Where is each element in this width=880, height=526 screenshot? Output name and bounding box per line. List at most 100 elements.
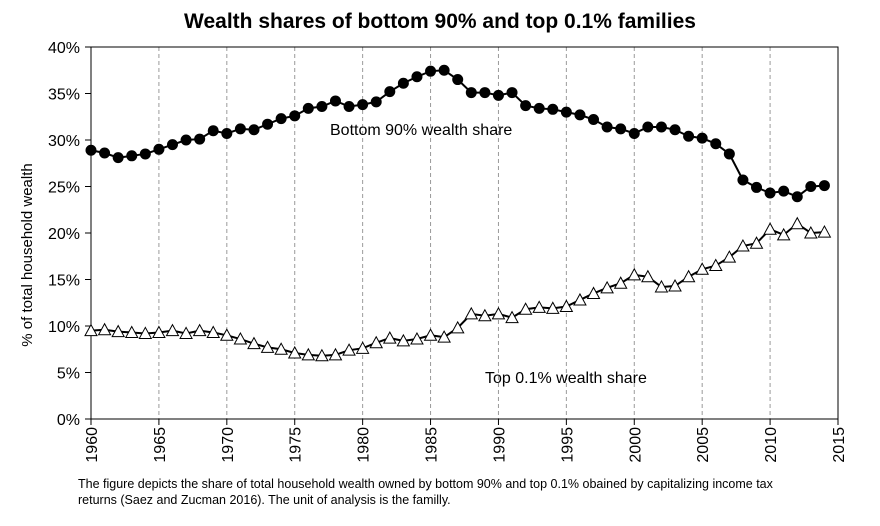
data-point-circle [248,124,260,136]
data-point-circle [479,87,491,99]
data-point-circle [723,148,735,160]
x-tick-label: 1990 [491,427,508,463]
series-bottom90 [85,64,830,203]
data-point-triangle [545,301,560,314]
data-point-triangle [749,236,764,249]
data-point-triangle [287,345,302,359]
data-point-triangle [165,323,180,337]
data-point-circle [642,121,654,133]
series [84,64,832,362]
data-point-circle [207,125,219,137]
annotation-bottom90: Bottom 90% wealth share [330,122,512,139]
x-tick-label: 1965 [152,427,169,463]
data-point-triangle [573,292,587,306]
x-tick-label: 2015 [831,427,848,463]
data-point-triangle [450,320,465,334]
data-point-circle [166,139,178,151]
data-point-triangle [206,325,221,339]
data-point-circle [275,113,287,125]
data-point-triangle [817,225,832,238]
data-point-triangle [464,306,479,320]
data-point-circle [737,174,749,186]
data-point-circle [574,109,586,121]
data-point-triangle [708,258,723,272]
data-point-triangle [423,328,438,341]
data-point-triangle [342,343,356,356]
data-point-triangle [274,342,288,355]
data-point-circle [384,86,396,98]
data-point-triangle [600,280,614,294]
data-point-triangle [124,325,139,339]
data-point-triangle [518,302,533,315]
x-tick-label: 1960 [84,427,101,463]
data-point-triangle [111,324,126,338]
data-point-circle [139,148,151,160]
data-point-triangle [722,250,737,263]
axes [85,46,839,425]
data-point-circle [669,124,681,136]
data-point-circle [357,99,369,111]
data-point-circle [655,121,667,133]
figure-caption: The figure depicts the share of total ho… [78,477,773,507]
data-point-circle [506,87,518,99]
data-point-triangle [668,278,682,292]
data-point-triangle [641,269,655,283]
data-point-circle [194,133,206,145]
plot-frame [90,46,839,420]
y-tick-label: 25% [48,180,80,197]
data-point-triangle [84,323,98,337]
data-point-circle [751,181,763,193]
data-point-circle [465,87,477,99]
data-point-circle [615,123,627,135]
data-point-circle [547,103,559,115]
data-point-triangle [192,323,207,337]
data-point-circle [778,185,790,197]
data-point-triangle [736,238,750,252]
data-point-circle [764,187,776,199]
data-point-triangle [247,336,261,350]
data-point-triangle [152,325,166,339]
data-point-circle [262,118,274,130]
data-point-triangle [355,341,370,354]
data-point-circle [520,100,532,112]
data-point-circle [411,71,423,83]
data-point-circle [818,180,830,192]
x-tick-label: 2000 [627,427,644,463]
data-point-circle [425,65,437,77]
data-point-triangle [695,262,710,275]
data-point-triangle [410,331,424,345]
data-point-triangle [382,331,397,344]
data-point-triangle [478,308,492,322]
data-point-circle [452,74,464,86]
data-point-circle [343,101,355,113]
data-point-triangle [328,347,343,361]
data-point-circle [221,127,233,139]
data-point-circle [791,191,803,203]
data-point-triangle [586,286,601,299]
data-point-triangle [627,267,642,281]
data-point-circle [85,144,97,156]
x-tick-label: 1980 [356,427,373,463]
data-point-circle [492,89,504,101]
y-tick-label: 5% [57,366,80,383]
data-point-triangle [97,322,112,336]
data-point-triangle [233,331,248,345]
data-point-triangle [138,326,153,339]
data-point-triangle [776,227,791,241]
x-tick-label: 2005 [695,427,712,463]
data-point-circle [696,132,708,144]
x-tick-label: 1995 [559,427,576,463]
data-point-circle [316,101,328,113]
data-point-triangle [260,340,275,353]
annotation-top01: Top 0.1% wealth share [485,370,647,387]
data-point-triangle [763,222,777,235]
chart-title: Wealth shares of bottom 90% and top 0.1%… [184,10,696,33]
data-point-circle [180,134,192,146]
data-point-triangle [613,276,628,289]
data-point-triangle [505,310,519,324]
data-point-circle [601,121,613,133]
data-point-triangle [369,335,384,349]
data-point-circle [289,110,301,122]
y-tick-label: 0% [57,412,80,429]
